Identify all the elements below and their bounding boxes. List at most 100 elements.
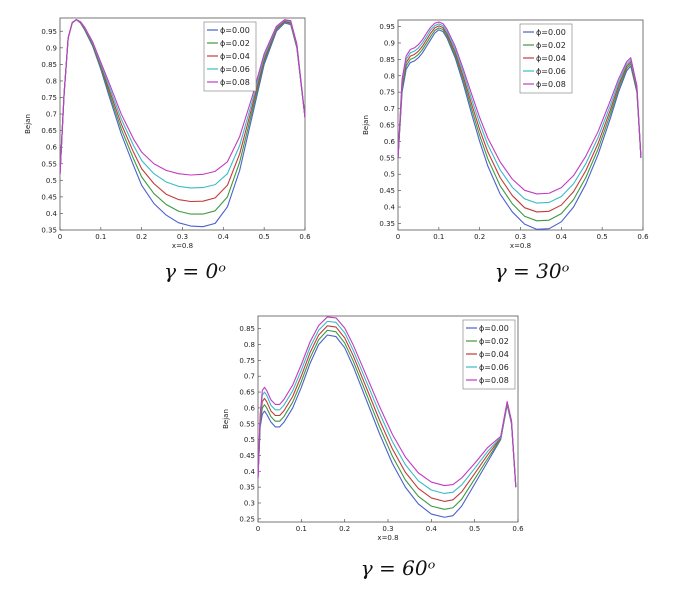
y-tick-label: 0.4 <box>384 204 396 212</box>
x-tick-label: 0.3 <box>382 525 393 533</box>
y-tick-label: 0.5 <box>384 171 395 179</box>
y-tick-label: 0.75 <box>41 94 57 102</box>
y-tick-label: 0.85 <box>239 325 255 333</box>
y-tick-label: 0.35 <box>239 484 255 492</box>
y-axis-label: Bejan <box>222 409 230 429</box>
legend: ϕ=0.00 ϕ=0.02 ϕ=0.04 ϕ=0.06 ϕ=0.08 <box>519 23 573 94</box>
x-tick-label: 0.6 <box>299 233 311 241</box>
x-tick-label: 0.5 <box>469 525 480 533</box>
y-tick-label: 0.75 <box>239 357 255 365</box>
x-tick-label: 0.5 <box>259 233 270 241</box>
x-tick-label: 0.3 <box>515 233 526 241</box>
x-tick-label: 0.1 <box>95 233 106 241</box>
legend-label-2: ϕ=0.04 <box>220 52 250 61</box>
series-line-1 <box>257 329 517 510</box>
y-tick-label: 0.75 <box>379 89 395 97</box>
y-tick-label: 0.8 <box>384 72 395 80</box>
y-tick-label: 0.65 <box>41 127 57 135</box>
chart-caption: γ = 60ᵒ <box>361 556 436 580</box>
series-line-0 <box>397 29 642 230</box>
y-tick-label: 0.65 <box>379 122 395 130</box>
y-tick-label: 0.7 <box>46 111 57 119</box>
x-tick-label: 0.1 <box>433 233 444 241</box>
chart-panel-2: 0 0.1 0.2 0.3 0.4 0.5 0.6 0.25 0.3 0.35 0.4 0.45 0.5… <box>222 315 524 580</box>
y-axis-label: Bejan <box>362 115 370 135</box>
y-tick-label: 0.7 <box>244 373 255 381</box>
x-axis-label: x=0.8 <box>172 242 193 250</box>
x-tick-label: 0.4 <box>218 233 230 241</box>
y-tick-label: 0.7 <box>384 105 395 113</box>
y-tick-label: 0.55 <box>41 160 57 168</box>
chart-caption: γ = 0ᵒ <box>164 259 226 283</box>
y-tick-label: 0.55 <box>379 154 395 162</box>
chart-panel-1: 0 0.1 0.2 0.3 0.4 0.5 0.6 0.35 0.4 0.45 0.5 0.55 0.6… <box>362 19 649 283</box>
series-line-4 <box>257 316 517 488</box>
y-tick-label: 0.6 <box>46 144 58 152</box>
legend-label-0: ϕ=0.00 <box>479 324 509 333</box>
x-tick-label: 0.2 <box>339 525 350 533</box>
x-tick-label: 0.4 <box>426 525 438 533</box>
y-tick-label: 0.45 <box>239 452 255 460</box>
y-tick-label: 0.95 <box>379 23 395 31</box>
legend-label-2: ϕ=0.04 <box>536 54 566 63</box>
x-tick-label: 0.6 <box>512 525 524 533</box>
y-tick-label: 0.35 <box>41 227 57 235</box>
legend: ϕ=0.00 ϕ=0.02 ϕ=0.04 ϕ=0.06 ϕ=0.08 <box>462 319 516 390</box>
x-tick-label: 0.6 <box>637 233 649 241</box>
legend-label-2: ϕ=0.04 <box>479 350 509 359</box>
y-tick-label: 0.95 <box>41 28 57 36</box>
x-tick-label: 0 <box>396 233 400 241</box>
y-tick-label: 0.8 <box>244 341 255 349</box>
y-tick-label: 0.85 <box>379 56 395 64</box>
legend-label-4: ϕ=0.08 <box>536 80 566 89</box>
series-line-4 <box>59 19 306 176</box>
y-tick-label: 0.3 <box>244 499 255 507</box>
x-tick-label: 0 <box>256 525 260 533</box>
y-tick-label: 0.9 <box>46 44 57 52</box>
y-tick-label: 0.4 <box>46 210 58 218</box>
x-axis-label: x=0.8 <box>510 242 531 250</box>
series-line-3 <box>397 23 642 204</box>
y-tick-label: 0.35 <box>379 220 395 228</box>
series-line-1 <box>397 27 642 222</box>
legend-label-4: ϕ=0.08 <box>220 78 250 87</box>
x-tick-label: 0.3 <box>177 233 188 241</box>
x-tick-label: 0 <box>58 233 62 241</box>
legend-label-4: ϕ=0.08 <box>479 376 509 385</box>
y-tick-label: 0.85 <box>41 61 57 69</box>
legend-label-3: ϕ=0.06 <box>479 363 509 372</box>
y-tick-label: 0.45 <box>379 187 395 195</box>
y-tick-label: 0.5 <box>46 177 57 185</box>
y-tick-label: 0.8 <box>46 77 57 85</box>
x-tick-label: 0.1 <box>296 525 307 533</box>
y-tick-label: 0.4 <box>244 468 256 476</box>
y-tick-label: 0.25 <box>239 515 255 523</box>
y-axis-label: Bejan <box>24 114 32 134</box>
x-tick-label: 0.2 <box>136 233 147 241</box>
y-tick-label: 0.5 <box>244 436 255 444</box>
chart-panel-0: 0 0.1 0.2 0.3 0.4 0.5 0.6 0.35 0.4 0.45 0.5 0.55 0.6… <box>24 17 311 283</box>
x-tick-label: 0.5 <box>597 233 608 241</box>
legend-label-1: ϕ=0.02 <box>536 41 566 50</box>
legend-label-1: ϕ=0.02 <box>479 337 509 346</box>
legend-label-1: ϕ=0.02 <box>220 39 250 48</box>
x-tick-label: 0.4 <box>556 233 568 241</box>
legend-label-3: ϕ=0.06 <box>536 67 566 76</box>
legend-label-3: ϕ=0.06 <box>220 65 250 74</box>
x-axis-label: x=0.8 <box>377 534 398 542</box>
chart-caption: γ = 30ᵒ <box>495 259 570 283</box>
legend-label-0: ϕ=0.00 <box>536 28 566 37</box>
y-tick-label: 0.6 <box>384 138 396 146</box>
series-line-0 <box>257 334 517 518</box>
y-tick-label: 0.55 <box>239 420 255 428</box>
x-tick-label: 0.2 <box>474 233 485 241</box>
y-tick-label: 0.9 <box>384 39 395 47</box>
series-line-2 <box>397 25 642 213</box>
y-tick-label: 0.45 <box>41 193 57 201</box>
series-line-2 <box>257 325 517 502</box>
legend-label-0: ϕ=0.00 <box>220 26 250 35</box>
legend: ϕ=0.00 ϕ=0.02 ϕ=0.04 ϕ=0.06 ϕ=0.08 <box>203 21 257 92</box>
series-line-4 <box>397 21 642 195</box>
y-tick-label: 0.6 <box>244 404 256 412</box>
